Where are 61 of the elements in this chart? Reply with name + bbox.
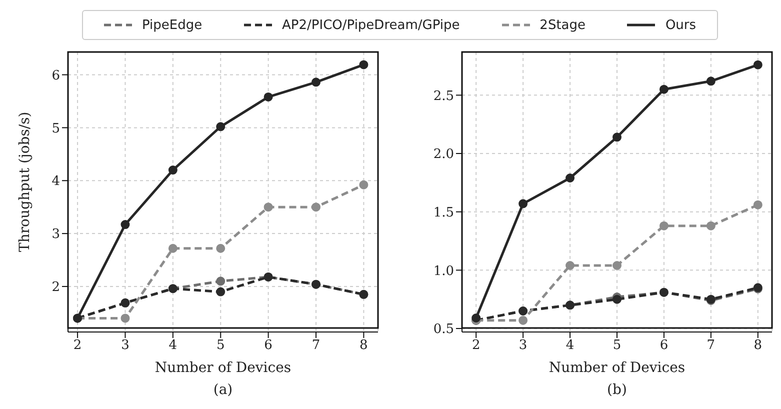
legend-label: Ours	[665, 18, 696, 32]
point	[216, 122, 226, 132]
point	[659, 221, 668, 230]
x-tick-label: 5	[216, 338, 225, 354]
point	[612, 261, 622, 270]
y-tick-label: 1.0	[433, 264, 454, 279]
point	[612, 132, 622, 142]
point	[359, 180, 368, 190]
x-axis-title: Number of Devices	[548, 360, 686, 376]
legend-label: PipeEdge	[142, 18, 202, 32]
y-tick-label: 6	[52, 68, 60, 84]
point	[216, 276, 226, 286]
point	[566, 261, 575, 270]
y-tick-label: 2	[52, 280, 60, 296]
point	[612, 294, 622, 304]
y-tick-label: 3	[52, 227, 60, 242]
point	[264, 92, 273, 102]
point	[706, 221, 716, 230]
point	[753, 200, 762, 210]
point	[168, 244, 178, 253]
x-tick-label: 2	[73, 338, 82, 354]
point	[120, 314, 130, 323]
point	[216, 244, 226, 253]
text: (b)	[606, 382, 628, 398]
point	[312, 78, 320, 87]
legend-label: AP2/PICO/PipeDream/GPipe	[282, 18, 460, 32]
x-tick-label: 8	[754, 338, 762, 354]
x-axis-title: Number of Devices	[154, 360, 292, 376]
y-tick-label: 4	[52, 174, 60, 190]
x-tick-label: 4	[168, 338, 178, 354]
legend-label: 2Stage	[540, 18, 586, 32]
point	[120, 220, 130, 230]
x-tick-label: 7	[706, 338, 716, 354]
point	[706, 76, 716, 86]
x-tick-label: 2	[472, 338, 480, 354]
y-tick-label: 2.0	[433, 147, 454, 162]
point	[168, 166, 178, 175]
point	[312, 202, 320, 212]
point	[518, 199, 528, 208]
point	[518, 316, 528, 325]
x-tick-label: 7	[312, 338, 320, 354]
y-tick-label: 2.5	[433, 88, 454, 104]
x-tick-label: 6	[264, 338, 272, 354]
point	[566, 174, 575, 182]
x-tick-label: 3	[121, 338, 130, 354]
x-tick-label: 3	[518, 338, 528, 354]
y-tick-label: 1.5	[433, 205, 454, 220]
point	[216, 287, 226, 296]
text: (a)	[212, 382, 234, 398]
x-tick-label: 6	[660, 338, 668, 354]
point	[753, 60, 762, 70]
point	[472, 314, 481, 322]
x-tick-label: 8	[360, 338, 368, 354]
point	[264, 202, 273, 212]
y-axis-title: Throughput (jobs/s)	[16, 112, 33, 252]
x-tick-label: 4	[566, 338, 574, 354]
point	[659, 84, 668, 94]
point	[359, 60, 368, 70]
y-tick-label: 0.5	[433, 322, 454, 338]
y-tick-label: 5	[52, 121, 60, 136]
x-tick-label: 5	[612, 338, 622, 354]
